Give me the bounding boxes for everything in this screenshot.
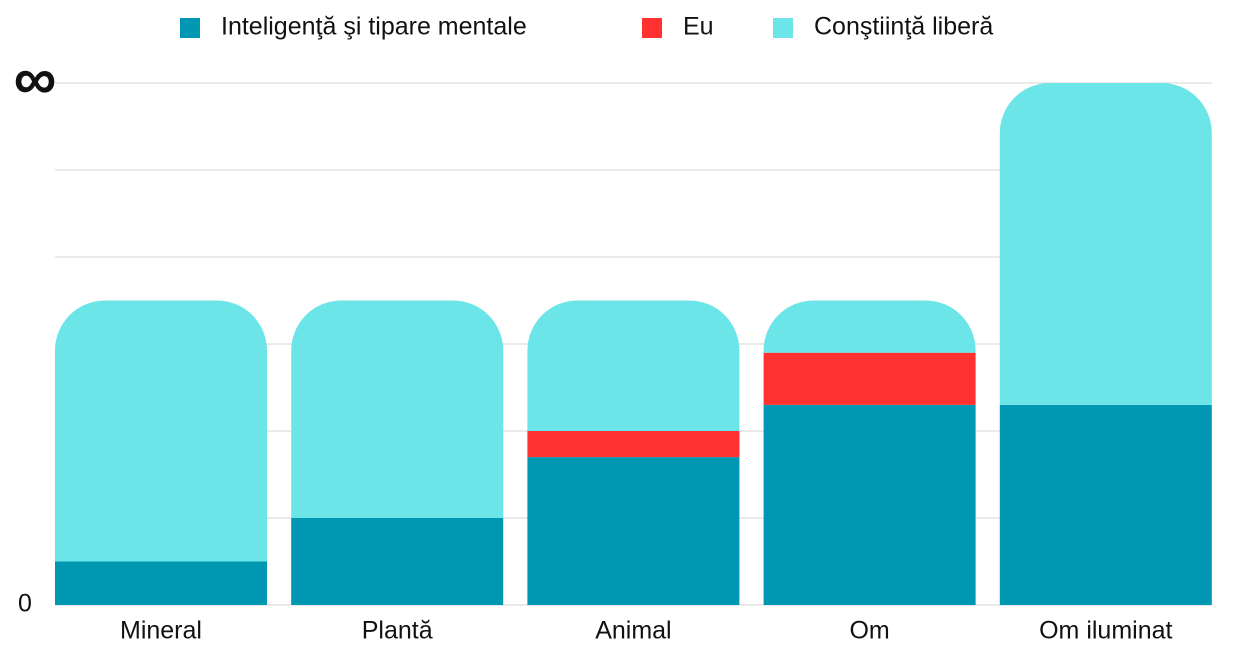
legend-swatch xyxy=(180,18,200,38)
legend-label: Inteligenţă şi tipare mentale xyxy=(221,13,527,41)
y-tick-label: ∞ xyxy=(14,45,57,112)
x-tick-label: Plantă xyxy=(362,617,433,645)
x-tick-label: Mineral xyxy=(120,617,202,645)
bar-segment xyxy=(999,82,1212,405)
bar-segment xyxy=(527,457,740,605)
legend-swatch xyxy=(773,18,793,38)
x-tick-label: Om xyxy=(849,617,889,645)
bar-segment xyxy=(763,404,976,605)
legend-swatch xyxy=(642,18,662,38)
legend-label: Eu xyxy=(683,13,714,41)
bar-segment xyxy=(763,300,976,353)
legend-label: Conştiinţă liberă xyxy=(814,13,993,41)
bar-segment xyxy=(55,561,267,605)
bar-segment xyxy=(527,300,740,431)
x-tick-label: Om iluminat xyxy=(1039,617,1172,645)
x-tick-label: Animal xyxy=(595,617,671,645)
bar-segment xyxy=(763,352,976,405)
bar-segment xyxy=(291,518,504,605)
bar-segment xyxy=(527,431,740,458)
y-tick-label: 0 xyxy=(18,590,32,618)
bar-segment xyxy=(999,404,1212,605)
bar-segment xyxy=(55,300,267,562)
bar-segment xyxy=(291,300,504,518)
